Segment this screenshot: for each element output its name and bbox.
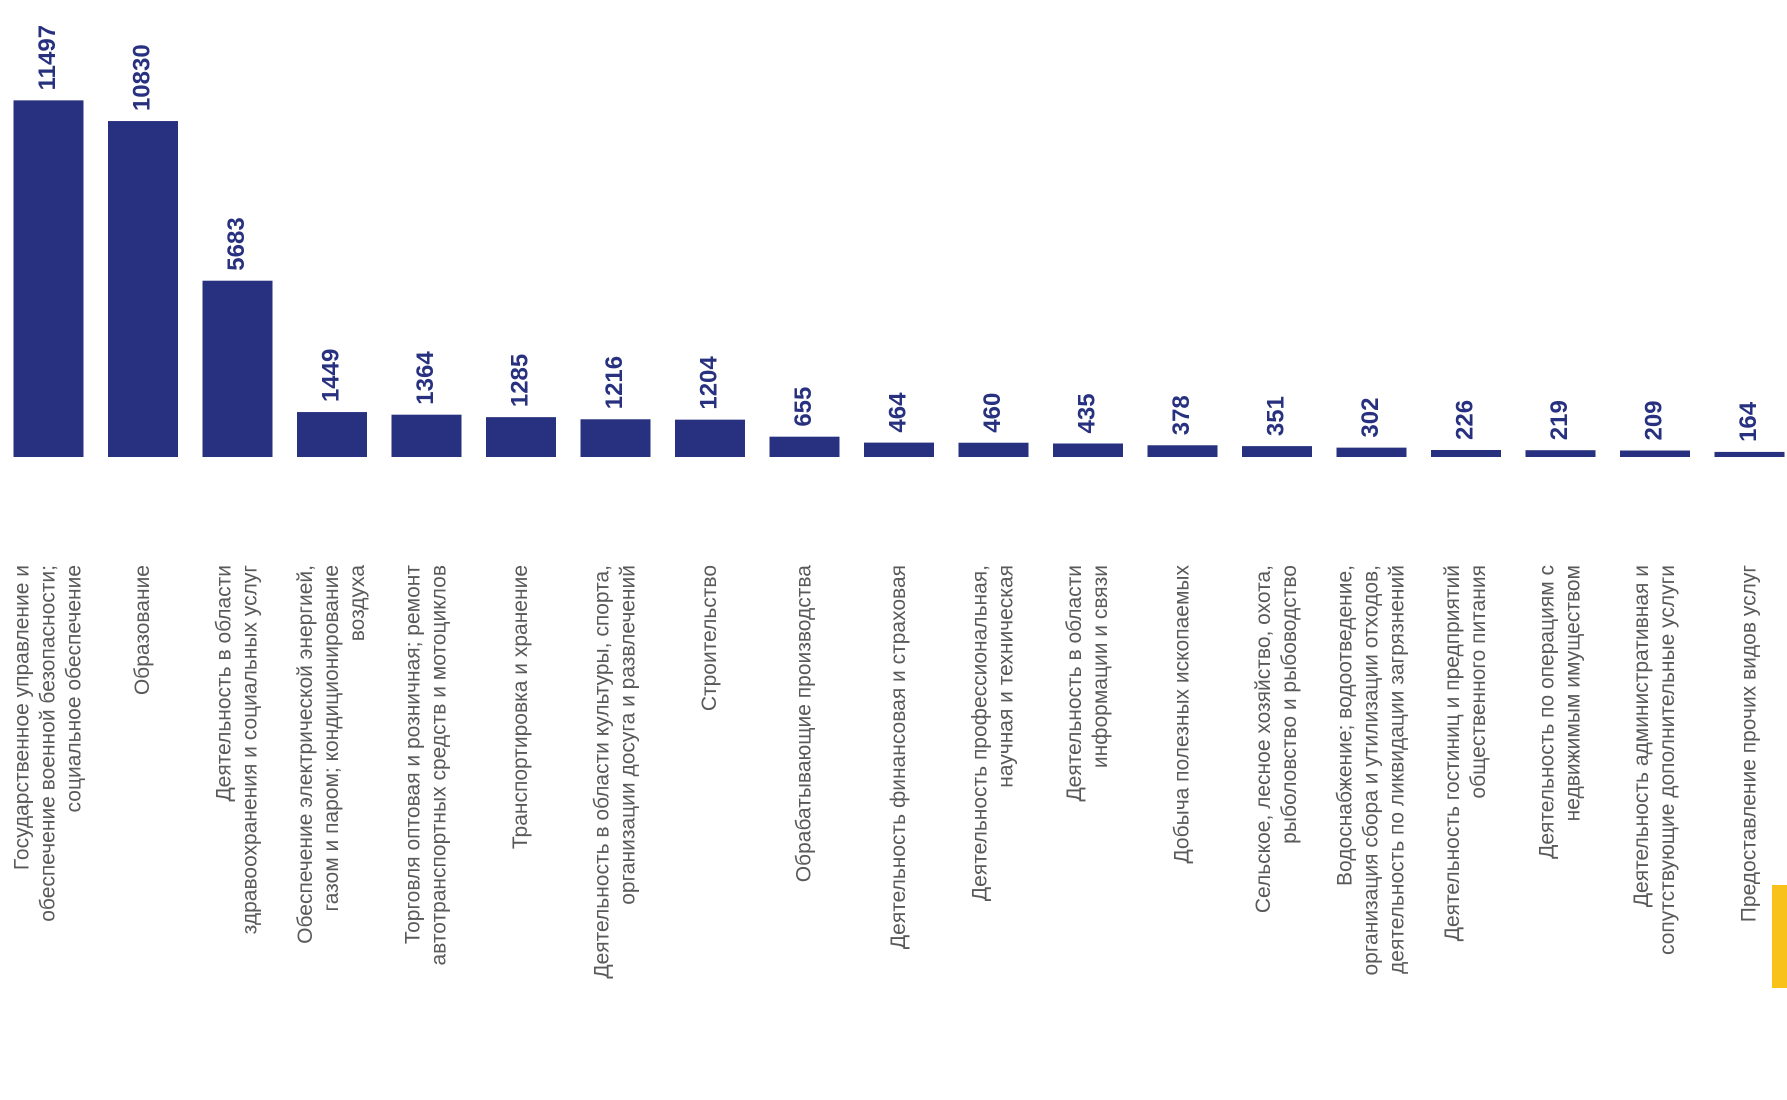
- bar: [580, 419, 651, 457]
- value-label: 464: [884, 392, 911, 433]
- value-label: 1364: [412, 351, 439, 405]
- bar: [108, 121, 178, 457]
- x-tick-label: Водоснабжение; водоотведение, организация…: [1333, 565, 1408, 976]
- bar: [13, 100, 84, 457]
- x-tick-label: Деятельность по операциям с недвижимым им…: [1535, 565, 1584, 859]
- decor-tab: [1772, 885, 1787, 988]
- x-tick-label: Деятельность в области здравоохранения и …: [212, 565, 261, 935]
- x-tick-label: Образование: [131, 565, 154, 695]
- bar: [1431, 449, 1501, 457]
- x-tick-label: Предоставление прочих видов услуг: [1737, 565, 1760, 923]
- x-tick-label: Деятельность гостиниц и предприятий общес…: [1441, 565, 1490, 941]
- x-tick-label: Государственное управление и обеспечение …: [10, 565, 85, 922]
- bar: [1336, 447, 1407, 457]
- value-label: 460: [979, 393, 1006, 433]
- value-label: 209: [1640, 400, 1667, 440]
- value-label: 164: [1735, 401, 1762, 442]
- value-label: 5683: [223, 217, 250, 270]
- x-tick-label: Транспортировка и хранение: [509, 565, 532, 849]
- bar: [1147, 445, 1218, 457]
- value-label: 351: [1262, 396, 1289, 436]
- value-label: 378: [1168, 395, 1195, 435]
- value-label: 1216: [601, 356, 628, 409]
- bar: [202, 280, 273, 457]
- bar: [391, 414, 462, 457]
- bar: [486, 417, 556, 457]
- value-label: 302: [1357, 398, 1384, 438]
- value-label: 11497: [34, 25, 61, 90]
- value-label: 1204: [695, 356, 722, 410]
- x-tick-label: Деятельность административная и сопутству…: [1630, 565, 1679, 955]
- bar: [769, 436, 840, 457]
- bar: [1620, 450, 1690, 457]
- x-tick-label: Деятельность профессиональная, научная и …: [968, 565, 1017, 901]
- bar: [675, 419, 745, 457]
- x-tick-label: Деятельность в области культуры, спорта,…: [590, 565, 639, 979]
- value-label: 435: [1073, 393, 1100, 433]
- value-label: 10830: [128, 44, 155, 111]
- x-tick-label: Строительство: [698, 565, 721, 711]
- value-label: 1285: [506, 354, 533, 407]
- value-label: 1449: [317, 349, 344, 402]
- x-tick-label: Сельское, лесное хозяйство, охота, рыболо…: [1252, 565, 1301, 913]
- x-tick-label: Обрабатывающие производства: [792, 565, 815, 883]
- bar: [1525, 450, 1596, 457]
- bar: [864, 442, 934, 457]
- x-tick-label: Торговля оптовая и розничная; ремонт авто…: [401, 565, 450, 966]
- value-label: 655: [790, 387, 817, 427]
- value-label: 226: [1451, 400, 1478, 440]
- x-tick-label: Деятельность финансовая и страховая: [887, 565, 910, 949]
- x-tick-label: Деятельность в области информации и связи: [1063, 565, 1112, 802]
- value-label: 219: [1546, 400, 1573, 440]
- bar: [1242, 446, 1312, 457]
- x-tick-label: Добыча полезных ископаемых: [1170, 565, 1193, 864]
- bar: [958, 442, 1029, 457]
- bar: [297, 412, 367, 457]
- x-tick-label: Обеспечение электрической энергией, газом…: [294, 565, 369, 944]
- bar: [1714, 451, 1785, 457]
- bar: [1053, 443, 1123, 457]
